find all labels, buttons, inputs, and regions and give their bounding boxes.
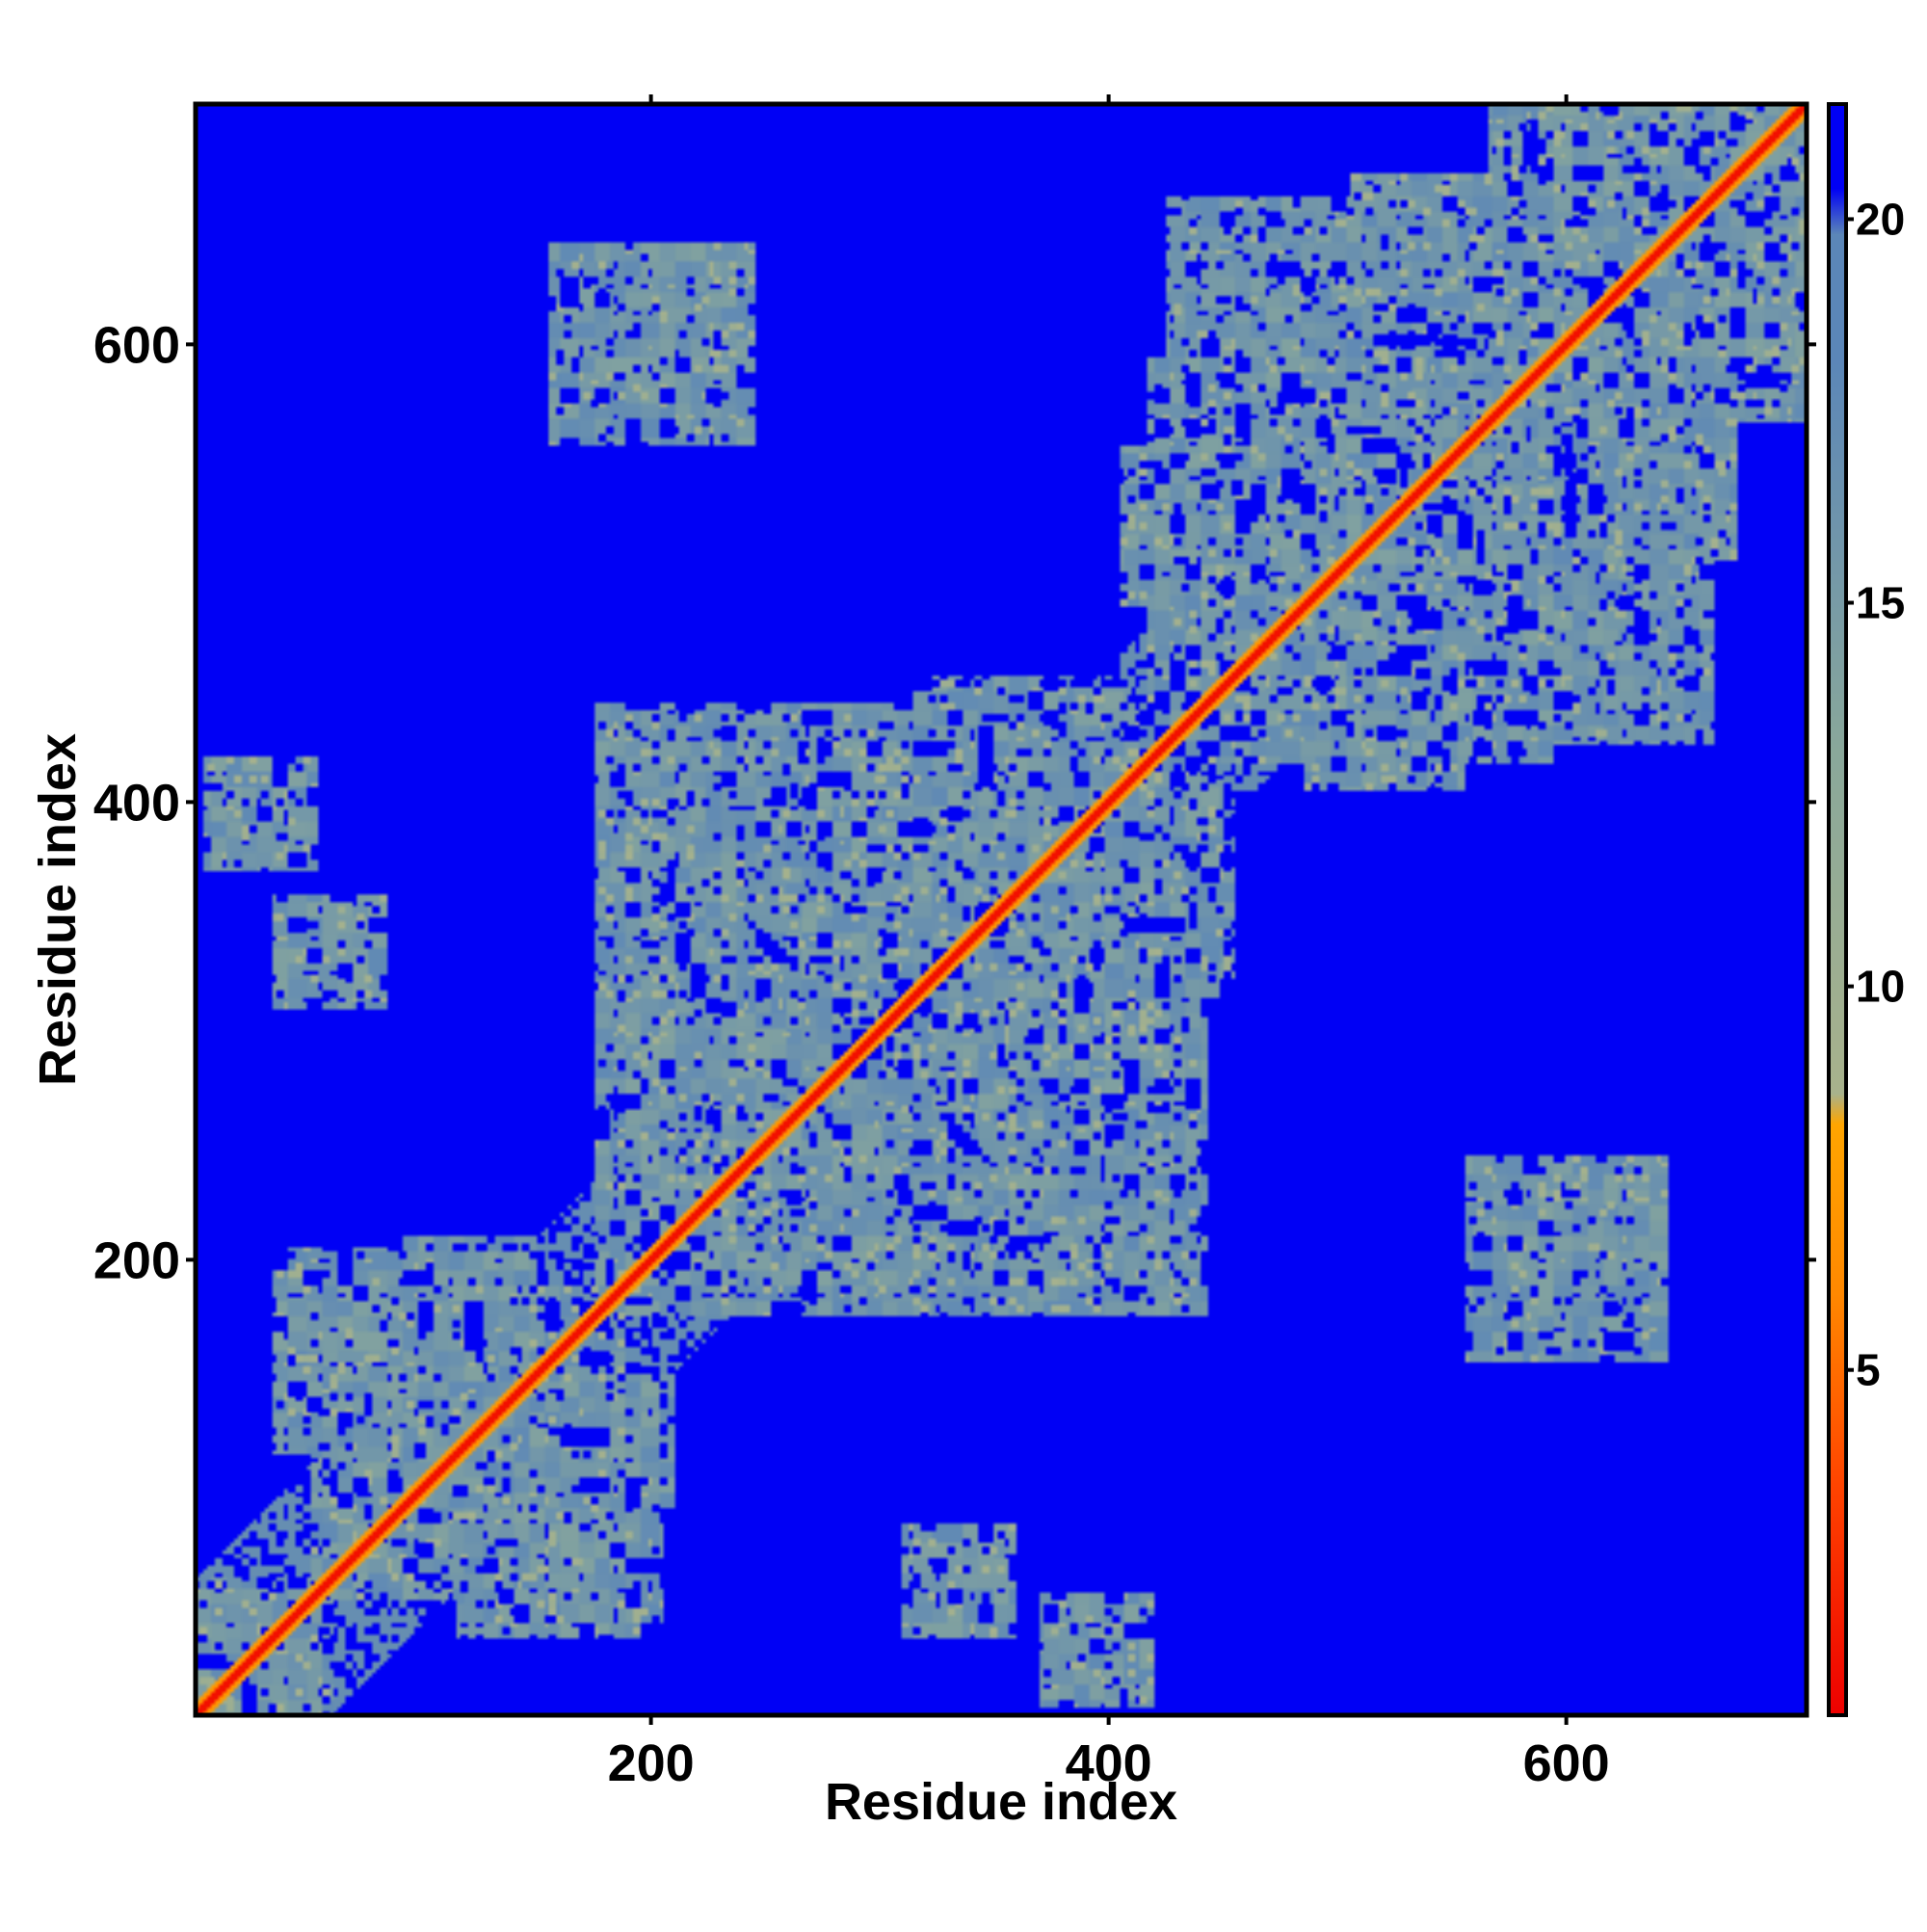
x-tick-label: 200 — [608, 1734, 695, 1792]
plot-frame — [193, 101, 1809, 1718]
heatmap-image — [196, 104, 1807, 1715]
y-tick-label: 600 — [93, 316, 180, 374]
y-axis-label: Residue index — [29, 733, 87, 1086]
colorbar-tick-label: 15 — [1856, 578, 1905, 628]
y-axis-ticks: 200 400 600 — [93, 316, 1816, 1289]
colorbar-tick-label: 10 — [1856, 962, 1905, 1012]
y-tick-label: 400 — [93, 774, 180, 832]
colorbar-gradient — [1827, 102, 1848, 1717]
x-axis-label: Residue index — [825, 1773, 1177, 1831]
x-tick-label: 400 — [1066, 1734, 1152, 1792]
colorbar: 5 10 15 20 — [1827, 102, 1905, 1717]
colorbar-tick-label: 20 — [1856, 194, 1905, 244]
colorbar-ticks: 5 10 15 20 — [1846, 194, 1905, 1395]
heatmap-layer — [196, 104, 1807, 1715]
colorbar-tick-label: 5 — [1856, 1345, 1881, 1395]
y-tick-label: 200 — [93, 1231, 180, 1289]
x-tick-label: 600 — [1523, 1734, 1610, 1792]
x-axis-ticks: 200 400 600 — [608, 94, 1610, 1792]
